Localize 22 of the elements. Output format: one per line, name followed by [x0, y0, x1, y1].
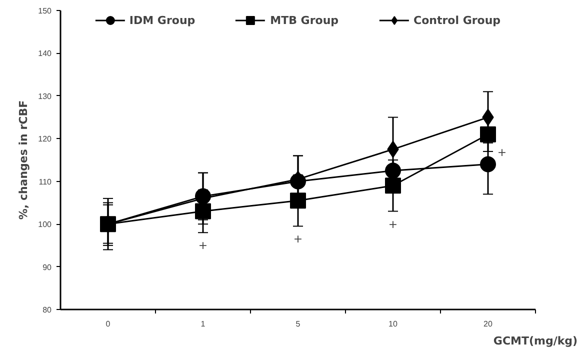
y-tick-label: 120 — [38, 134, 52, 144]
y-tick-label: 140 — [38, 49, 52, 58]
annotation: + — [497, 146, 507, 159]
y-tick-label: 130 — [38, 92, 52, 101]
legend-label: MTB Group — [270, 14, 339, 26]
annotation: + — [198, 239, 208, 252]
y-tick-label: 110 — [38, 177, 52, 186]
y-tick-label: 150 — [38, 6, 52, 16]
legend-label: Control Group — [414, 14, 501, 26]
annotation: + — [388, 218, 398, 231]
x-tick-label: 5 — [296, 320, 301, 328]
annotation: + — [293, 232, 303, 246]
x-tick-label: 1 — [200, 320, 206, 328]
x-tick-label: 0 — [106, 320, 111, 328]
y-tick-label: 80 — [42, 306, 52, 314]
y-tick-label: 100 — [38, 220, 52, 230]
x-tick-label: 20 — [484, 320, 493, 328]
x-tick-label: 10 — [388, 320, 398, 328]
x-axis-title: GCMT(mg/kg) — [493, 334, 578, 348]
y-axis-title: %, changes in rCBF — [17, 100, 30, 220]
legend-label: IDM Group — [129, 14, 196, 26]
y-tick-label: 90 — [42, 262, 52, 272]
